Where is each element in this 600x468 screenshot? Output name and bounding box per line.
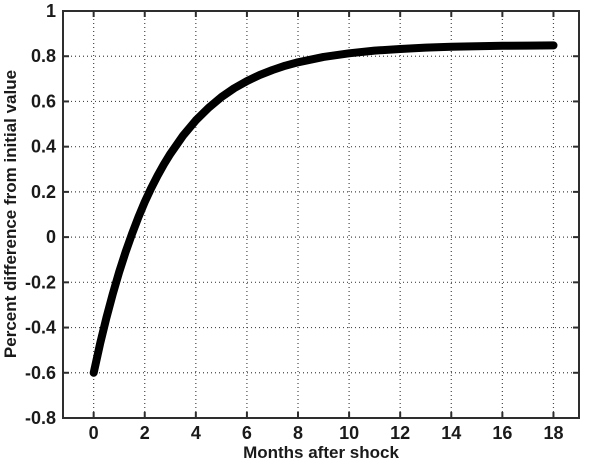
x-axis-label: Months after shock xyxy=(243,443,399,462)
y-tick-label: -0.6 xyxy=(25,363,56,383)
y-tick-label: -0.2 xyxy=(25,272,56,292)
y-tick-label: -0.4 xyxy=(25,318,56,338)
plot-border xyxy=(62,10,580,419)
y-tick-label: 0 xyxy=(46,227,56,247)
impulse-response-curve xyxy=(89,41,558,377)
x-tick-label: 12 xyxy=(390,423,410,443)
y-tick-label: 0.4 xyxy=(31,137,56,157)
x-tick-label: 4 xyxy=(191,423,201,443)
x-tick-label: 16 xyxy=(492,423,512,443)
y-tick-label: 1 xyxy=(46,1,56,21)
x-tick-label: 8 xyxy=(293,423,303,443)
x-tick-label: 10 xyxy=(339,423,359,443)
y-axis-label: Percent difference from initial value xyxy=(1,69,20,359)
y-tick-label: 0.8 xyxy=(31,46,56,66)
y-tick-label: 0.6 xyxy=(31,91,56,111)
x-tick-label: 2 xyxy=(140,423,150,443)
y-tick-label: -0.8 xyxy=(25,408,56,428)
y-tick-label: 0.2 xyxy=(31,182,56,202)
x-tick-label: 14 xyxy=(441,423,461,443)
x-tick-label: 18 xyxy=(543,423,563,443)
x-tick-label: 6 xyxy=(242,423,252,443)
x-tick-label: 0 xyxy=(89,423,99,443)
